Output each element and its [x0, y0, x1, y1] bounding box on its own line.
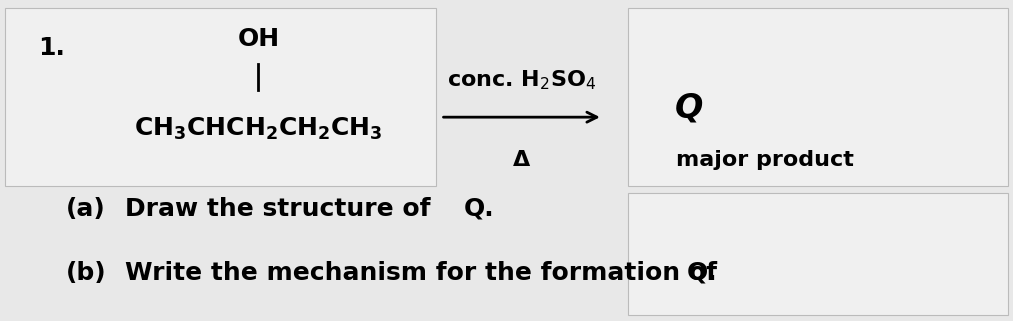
FancyBboxPatch shape: [628, 193, 1008, 315]
Text: Q: Q: [675, 91, 703, 124]
FancyBboxPatch shape: [628, 8, 1008, 186]
Text: Write the mechanism for the formation of: Write the mechanism for the formation of: [125, 261, 725, 285]
Text: Q.: Q.: [687, 261, 717, 285]
Text: (b): (b): [66, 261, 106, 285]
Text: Q.: Q.: [464, 197, 494, 221]
Text: major product: major product: [676, 151, 854, 170]
Text: (a): (a): [66, 197, 105, 221]
Text: 1.: 1.: [38, 36, 66, 60]
Text: conc. H$_2$SO$_4$: conc. H$_2$SO$_4$: [447, 68, 597, 92]
Text: OH: OH: [237, 27, 280, 50]
Text: $\mathbf{CH_3CHCH_2CH_2CH_3}$: $\mathbf{CH_3CHCH_2CH_2CH_3}$: [134, 115, 383, 142]
Text: Δ: Δ: [513, 151, 531, 170]
Text: Draw the structure of: Draw the structure of: [125, 197, 439, 221]
FancyBboxPatch shape: [5, 8, 436, 186]
